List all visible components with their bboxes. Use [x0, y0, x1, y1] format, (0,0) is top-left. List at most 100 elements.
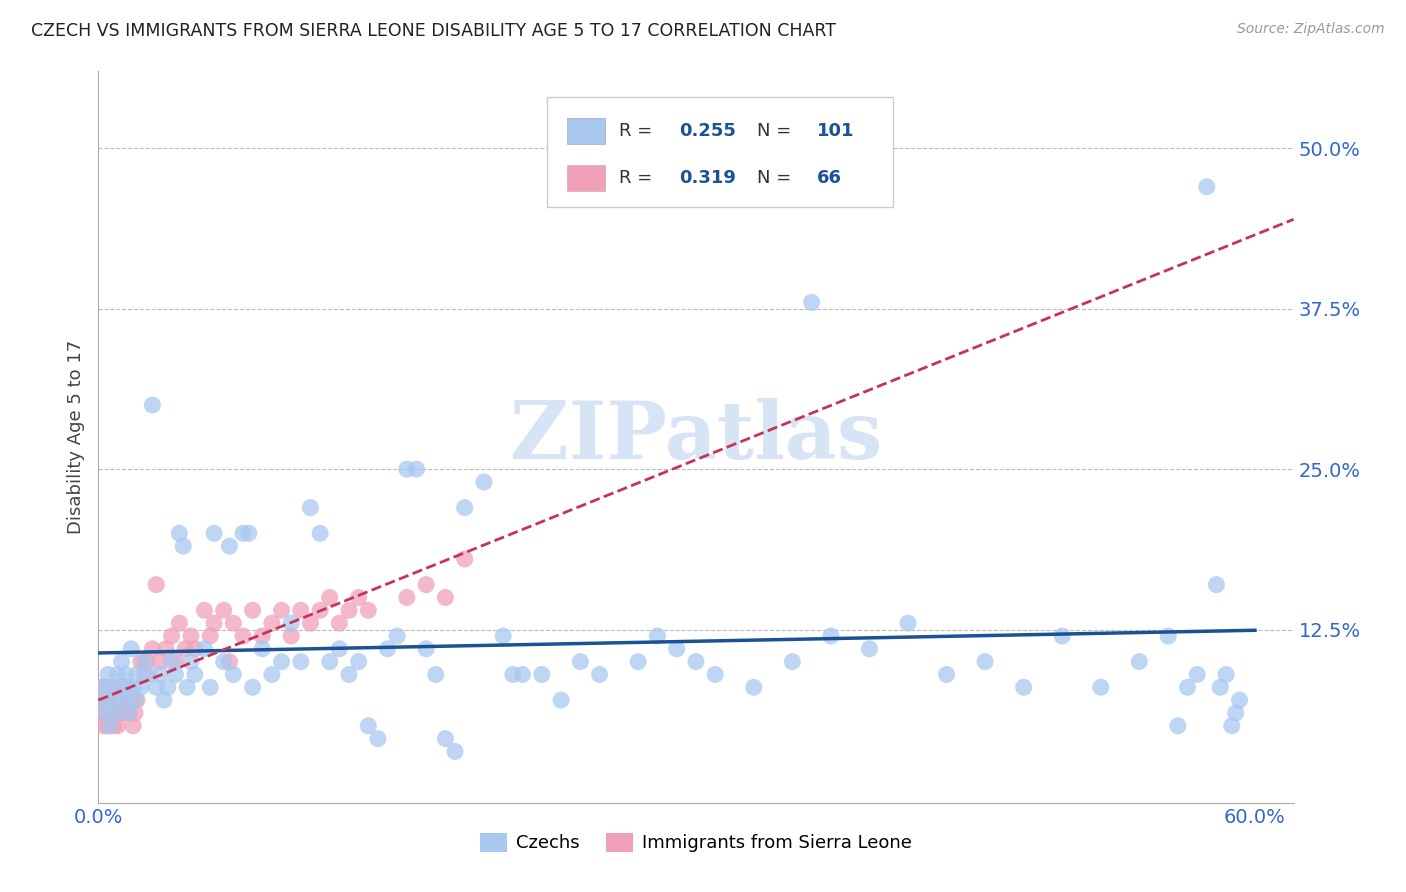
Point	[110, 681, 132, 695]
FancyBboxPatch shape	[547, 97, 893, 207]
Point	[434, 591, 457, 605]
Point	[165, 667, 187, 681]
Point	[180, 655, 202, 669]
Point	[103, 681, 125, 695]
Point	[1157, 629, 1180, 643]
Point	[200, 681, 222, 695]
Point	[91, 706, 114, 720]
Point	[107, 706, 129, 720]
Point	[103, 719, 125, 733]
Point	[492, 629, 515, 643]
Point	[299, 616, 322, 631]
Point	[193, 641, 215, 656]
Text: R =: R =	[620, 169, 658, 186]
Point	[103, 693, 125, 707]
Text: 0.319: 0.319	[679, 169, 737, 186]
Point	[160, 655, 183, 669]
Point	[1167, 719, 1189, 733]
Point	[125, 693, 148, 707]
Point	[377, 641, 399, 656]
Point	[290, 603, 312, 617]
Point	[112, 693, 135, 707]
Point	[120, 641, 142, 656]
Point	[120, 693, 142, 707]
Point	[309, 526, 332, 541]
Point	[94, 706, 117, 720]
Point	[1195, 179, 1218, 194]
Y-axis label: Disability Age 5 to 17: Disability Age 5 to 17	[66, 340, 84, 534]
Point	[472, 475, 495, 489]
Point	[415, 641, 437, 656]
Point	[974, 655, 997, 669]
Point	[160, 629, 183, 643]
Point	[97, 693, 120, 707]
Point	[627, 655, 650, 669]
Point	[897, 616, 920, 631]
Point	[1128, 655, 1150, 669]
Point	[114, 667, 136, 681]
Point	[149, 655, 172, 669]
Point	[114, 693, 136, 707]
Point	[93, 719, 115, 733]
Point	[108, 681, 131, 695]
Point	[800, 295, 823, 310]
Point	[94, 681, 117, 695]
Point	[218, 539, 240, 553]
Point	[502, 667, 524, 681]
Point	[242, 681, 264, 695]
Text: CZECH VS IMMIGRANTS FROM SIERRA LEONE DISABILITY AGE 5 TO 17 CORRELATION CHART: CZECH VS IMMIGRANTS FROM SIERRA LEONE DI…	[31, 22, 837, 40]
Point	[588, 667, 610, 681]
Point	[169, 616, 191, 631]
Point	[98, 719, 121, 733]
Point	[232, 526, 254, 541]
Point	[1215, 667, 1237, 681]
Text: 0.255: 0.255	[679, 121, 737, 140]
Point	[290, 655, 312, 669]
Point	[212, 655, 235, 669]
Point	[270, 603, 292, 617]
Point	[138, 667, 160, 681]
Point	[1177, 681, 1199, 695]
Text: N =: N =	[756, 121, 797, 140]
Point	[337, 603, 360, 617]
Point	[1050, 629, 1073, 643]
Point	[118, 706, 141, 720]
Text: 101: 101	[817, 121, 855, 140]
Point	[122, 681, 145, 695]
Point	[94, 706, 117, 720]
Point	[176, 681, 198, 695]
Point	[129, 681, 152, 695]
Point	[218, 655, 240, 669]
Point	[319, 655, 342, 669]
Text: 66: 66	[817, 169, 842, 186]
Point	[149, 667, 172, 681]
Point	[174, 641, 197, 656]
Point	[169, 526, 191, 541]
Point	[512, 667, 534, 681]
Point	[124, 693, 146, 707]
Point	[122, 719, 145, 733]
Text: ZIPatlas: ZIPatlas	[510, 398, 882, 476]
Point	[112, 706, 135, 720]
Point	[328, 641, 350, 656]
Point	[107, 667, 129, 681]
Point	[184, 667, 207, 681]
Point	[1012, 681, 1035, 695]
Point	[134, 655, 156, 669]
Point	[415, 577, 437, 591]
Point	[453, 500, 475, 515]
Point	[184, 641, 207, 656]
Point	[328, 616, 350, 631]
Point	[156, 681, 179, 695]
Point	[252, 629, 274, 643]
Point	[260, 667, 283, 681]
Point	[280, 629, 302, 643]
Text: R =: R =	[620, 121, 658, 140]
Point	[569, 655, 592, 669]
Point	[104, 693, 127, 707]
Point	[935, 667, 957, 681]
Point	[444, 744, 467, 758]
Point	[405, 462, 427, 476]
Point	[108, 693, 131, 707]
Point	[91, 681, 114, 695]
